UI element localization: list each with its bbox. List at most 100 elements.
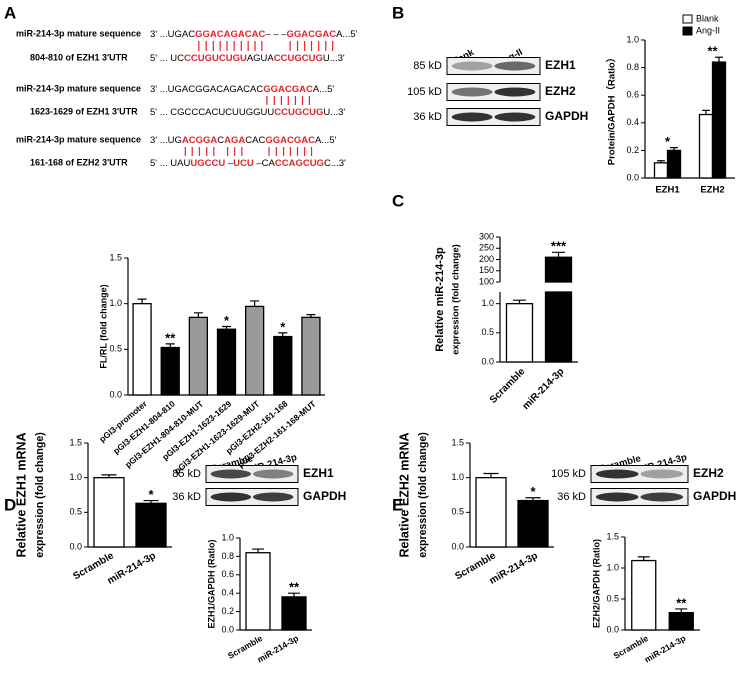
y-tick-label: 0.8 [221, 551, 234, 561]
significance: ** [289, 580, 300, 595]
sequence-part: A...5' [315, 135, 337, 146]
y-axis-label: EZH1/GAPDH (Ratio) [206, 539, 216, 628]
y-tick-label: 1.0 [606, 562, 619, 572]
bar [132, 303, 152, 396]
legend-swatch [682, 26, 693, 36]
x-tick-label: Scramble [488, 366, 528, 406]
panel-letter: E [392, 495, 403, 514]
bar [281, 596, 307, 631]
y-tick-label: 0.0 [606, 624, 619, 634]
bar [711, 61, 727, 179]
y-tick-label: 0.5 [481, 327, 494, 337]
y-tick-label: 1.0 [481, 298, 494, 308]
y-tick-label: 0.4 [626, 117, 639, 127]
sequence-part: GGACGAC [263, 84, 313, 95]
y-tick-label: 0.0 [109, 389, 122, 399]
bar [245, 552, 271, 631]
bar [301, 316, 321, 396]
error-bar [165, 343, 175, 348]
band [494, 112, 536, 122]
y-axis-label: Relative EZH1 mRNA [14, 432, 28, 557]
sequence-part: A...5' [313, 84, 335, 95]
sequence-part: C [217, 135, 224, 146]
legend-swatch [682, 14, 693, 24]
sequence-part: CCUGCUG [274, 53, 323, 64]
sequence-part: A...5' [336, 29, 358, 40]
panel-letter: B [392, 3, 404, 22]
y-axis-label: Protein/GAPDH（Ratio） [606, 53, 618, 165]
legend-label: Blank [696, 13, 719, 23]
error-bar [252, 548, 264, 553]
band [210, 469, 252, 479]
error-bar [525, 497, 541, 501]
error-bar [278, 332, 288, 337]
sequence-part: 5' ... CGCCCACUCUUGGUU [150, 107, 274, 118]
bar [668, 611, 694, 631]
mirna-label: miR-214-3p mature sequence [16, 83, 141, 93]
y-axis-label: Relative miR-214-3p [434, 247, 446, 352]
significance: * [280, 319, 286, 334]
y-axis-label: FL/RL (fold change) [98, 284, 108, 368]
sequence: 3' ...UGACGGACAGACACGGACGACA...5' [150, 135, 337, 146]
error-bar [715, 56, 723, 63]
size-label: 105 kD [551, 468, 586, 480]
sequence-part: GGACGAC [286, 29, 336, 40]
sequence-part: U...3' [323, 53, 345, 64]
band [252, 492, 294, 502]
sequence: 5' ... UCCCUGUCUGUAGUACCUGCUGU...3' [150, 53, 345, 64]
size-label: 85 kD [172, 468, 201, 480]
sequence-part: UGCCU [190, 158, 225, 169]
x-tick-label: EZH2 [700, 185, 724, 196]
sequence-part: – – – [265, 29, 287, 40]
y-tick-label: 1.0 [221, 532, 234, 542]
significance: ** [707, 44, 718, 59]
y-tick-label: 0.0 [481, 356, 494, 366]
band [210, 492, 252, 502]
protein-label: EZH2 [693, 466, 724, 480]
target-label: 161-168 of EZH2 3'UTR [30, 157, 128, 167]
bar [698, 113, 714, 179]
y-tick-label: 0.6 [626, 90, 639, 100]
band [451, 87, 493, 97]
error-bar [250, 300, 260, 307]
x-tick-label: miR-214-3p [643, 633, 688, 665]
error-bar [222, 325, 231, 330]
y-tick-label: 200 [479, 254, 494, 264]
error-bar [193, 312, 203, 318]
sequence-part: 3' ...UGAC [150, 29, 195, 40]
y-tick-label: 0.0 [626, 172, 639, 182]
band [451, 61, 493, 71]
sequence-part: GGACAGACAC [195, 29, 265, 40]
bar [188, 316, 209, 396]
significance: ** [165, 330, 176, 345]
significance: *** [551, 239, 567, 254]
sequence-part: GGACGAC [265, 135, 315, 146]
y-axis-label: EZH2/GAPDH (Ratio) [591, 539, 601, 628]
size-label: 36 kD [557, 491, 586, 503]
band [252, 469, 294, 479]
protein-label: GAPDH [303, 489, 346, 503]
error-bar [306, 314, 316, 318]
sequence-part: – [225, 158, 234, 169]
y-tick-label: 0.0 [451, 541, 464, 551]
bar [273, 335, 293, 396]
bar [666, 149, 682, 179]
error-bar [675, 608, 688, 613]
size-label: 105 kD [407, 86, 442, 98]
sequence-part: CCAGCUG [275, 158, 324, 169]
error-bar [288, 592, 300, 597]
y-tick-label: 0.5 [606, 593, 619, 603]
sequence-part: UCU [233, 158, 254, 169]
bar [244, 305, 265, 396]
target-label: 804-810 of EZH1 3'UTR [30, 52, 128, 62]
bar [653, 162, 669, 179]
band [595, 492, 639, 502]
band [494, 61, 536, 71]
bar [475, 477, 507, 548]
y-tick-label: 0.5 [69, 507, 82, 517]
bar [93, 477, 125, 548]
sequence-part: CCUGCUG [274, 107, 323, 118]
y-tick-label: 250 [479, 243, 494, 253]
y-tick-label: 0.0 [221, 624, 234, 634]
error-bar [137, 298, 147, 304]
